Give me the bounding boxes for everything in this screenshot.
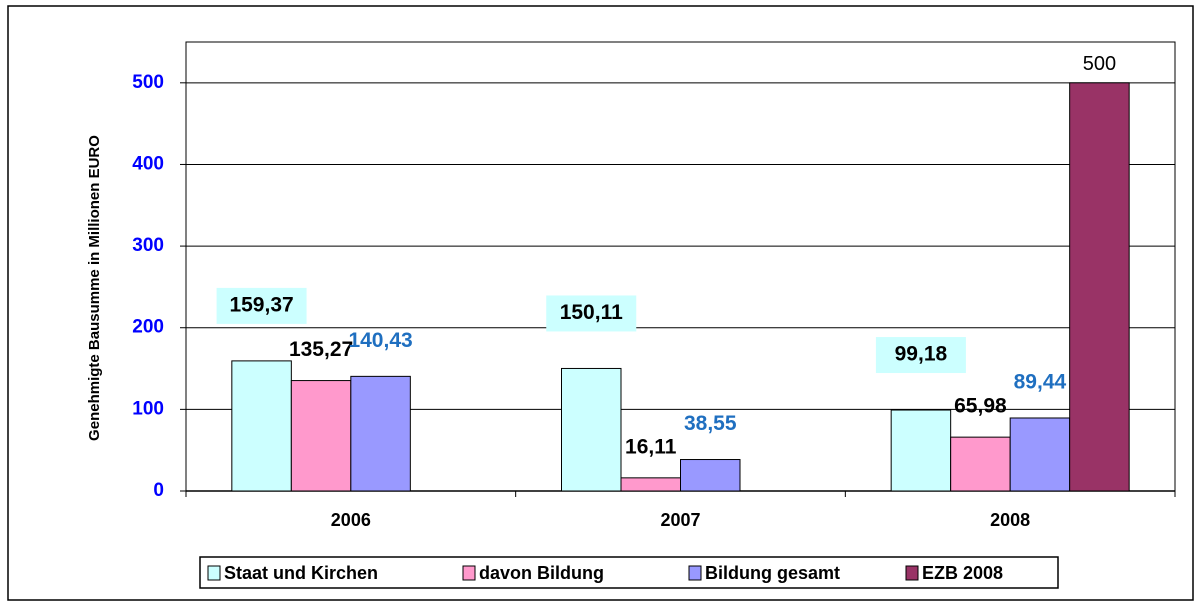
value-label-box (216, 287, 307, 324)
bar (680, 459, 741, 492)
legend-label: EZB 2008 (922, 563, 1003, 583)
value-label: 135,27 (289, 338, 353, 361)
y-tick-label: 0 (153, 480, 164, 501)
value-label: 159,37 (229, 293, 293, 316)
legend-swatch (688, 565, 702, 581)
value-label: 500 (1083, 53, 1116, 75)
value-label: 38,55 (684, 412, 737, 435)
bar (620, 477, 681, 492)
bar (1009, 417, 1071, 492)
value-label: 150,11 (560, 301, 623, 324)
x-tick-label: 2006 (331, 510, 371, 530)
y-tick-label: 200 (132, 317, 164, 338)
bar (231, 360, 292, 492)
legend-label: Staat und Kirchen (224, 563, 378, 583)
bar (890, 409, 952, 492)
x-tick-label: 2007 (660, 510, 700, 530)
y-tick-label: 500 (132, 72, 164, 93)
y-tick-label: 400 (132, 153, 164, 174)
value-label: 140,43 (348, 329, 412, 352)
legend-swatch (462, 565, 476, 581)
value-label: 16,11 (625, 435, 677, 458)
y-tick-label: 300 (132, 235, 164, 256)
legend-label: Bildung gesamt (705, 563, 840, 583)
legend-swatch (905, 565, 919, 581)
bar (290, 380, 352, 492)
x-tick-label: 2008 (990, 510, 1030, 530)
value-label-box (875, 337, 966, 374)
value-label: 89,44 (1014, 371, 1067, 394)
legend-swatch (207, 565, 221, 581)
bar (561, 367, 622, 492)
bar (950, 436, 1011, 492)
y-axis-label: Genehmigte Bausumme in Millionen EURO (86, 135, 103, 441)
bar (1069, 82, 1130, 492)
value-label: 99,18 (895, 343, 948, 366)
y-tick-label: 100 (132, 398, 164, 419)
value-label-box (546, 295, 637, 332)
value-label: 65,98 (954, 395, 1007, 418)
bar (350, 375, 411, 492)
legend-label: davon Bildung (479, 563, 604, 583)
